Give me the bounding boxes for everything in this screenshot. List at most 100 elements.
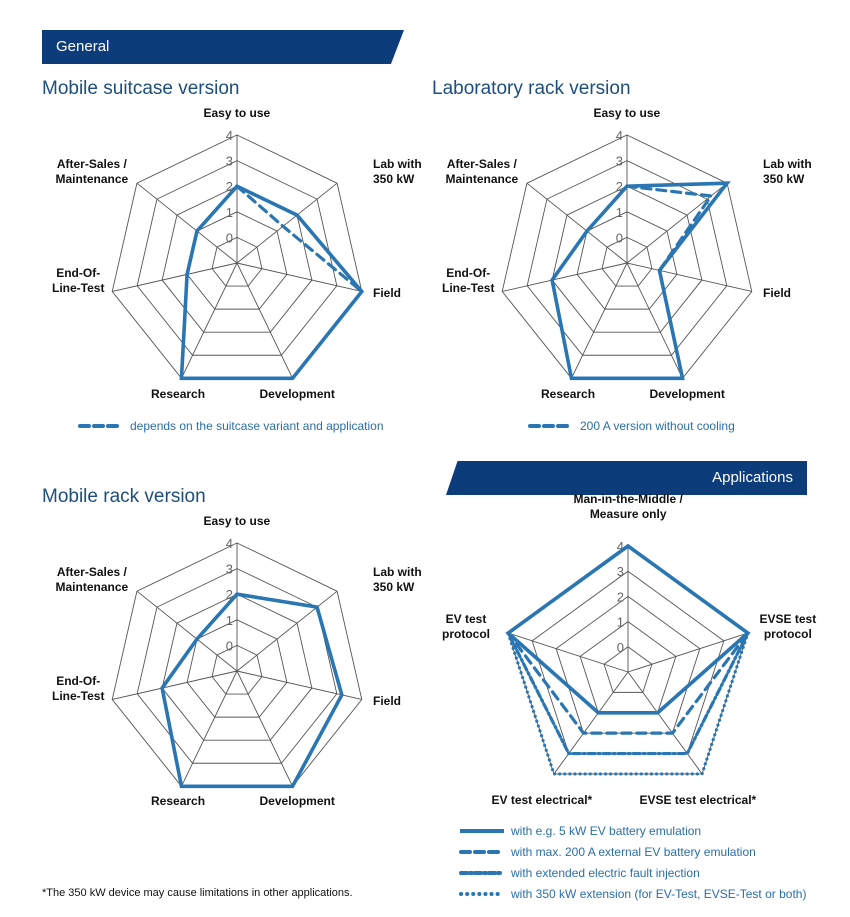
grid-spoke [181,262,238,379]
axis-label-line: EV test electrical* [491,792,593,807]
tick-label: 3 [226,562,233,577]
series-solid-line [160,592,344,789]
grid-spoke [236,670,293,787]
applications-banner: Applications [446,461,807,495]
chart-title-mobile-rack: Mobile rack version [42,486,206,507]
axis-label: Easy to use [204,514,271,529]
axis-label-line: Lab with [763,157,812,171]
tick-label: 2 [226,587,233,602]
grid-spoke [136,182,238,264]
axis-label-line: Easy to use [203,105,271,120]
chart-title-laboratory-rack: Laboratory rack version [432,78,631,99]
grid-ring [211,236,263,287]
axis-label: EV test electrical* [492,793,593,808]
axis-label: Field [763,286,791,301]
tick-label: 1 [616,205,623,220]
grid-ring [576,211,678,310]
axis-label: Lab with 350 kW [373,157,422,187]
axis-label-line: End-Of- [446,266,491,280]
axis-label: Man-in-the-Middle / Measure only [574,492,683,522]
legend-label: with extended electric fault injection [511,866,700,880]
grid-ring [603,646,653,693]
axis-label-line: Maintenance [55,580,129,594]
legend-solid-line-icon [460,829,504,833]
legend-dashed-line-icon [78,424,124,428]
axis-label: After-Sales / Maintenance [56,157,129,187]
axis-label-line: End-Of- [56,674,101,688]
tick-label: 0 [617,640,624,655]
grid-ring [211,644,263,695]
grid-spoke [553,671,629,775]
axis-label-line: protocol [442,627,490,641]
axis-label-line: Measure only [589,507,667,521]
axis-label: Field [373,694,401,709]
axis-label-line: Field [373,693,402,708]
tick-label: 1 [617,615,624,630]
grid-spoke [526,182,628,264]
series-solid-line [550,181,731,381]
legend-label: with 350 kW extension (for EV-Test, EVSE… [511,887,807,901]
tick-label: 2 [617,589,624,604]
footnote: *The 350 kW device may cause limitations… [42,887,353,899]
legend-label: with max. 200 A external EV battery emul… [511,845,756,859]
grid-spoke [236,182,338,264]
grid-ring [526,160,728,356]
grid-spoke [112,670,238,700]
axis-label-line: Maintenance [55,172,129,186]
grid-spoke [627,632,748,673]
axis-label-line: End-Of- [56,266,101,280]
axis-label: Easy to use [594,106,661,121]
axis-label: End-Of- Line-Test [52,266,104,296]
axis-label-line: Lab with [373,565,422,579]
axis-label-line: After-Sales / [446,157,517,171]
grid-spoke [236,262,293,379]
axis-label-line: Research [541,386,596,401]
axis-label-line: Easy to use [203,513,271,528]
axis-label: Easy to use [204,106,271,121]
axis-label: EVSE test electrical* [640,793,757,808]
tick-label: 3 [226,154,233,169]
tick-label: 0 [616,230,623,245]
radar-chart-2: 0 1 2 3 4 [111,536,363,789]
grid-spoke [627,671,703,775]
tick-label: 2 [616,179,623,194]
tick-label: 2 [226,179,233,194]
tick-label: 3 [616,154,623,169]
grid-spoke [626,262,683,379]
axis-label-line: Line-Test [442,281,495,295]
series-dashed-line [235,184,364,294]
axis-label: After-Sales / Maintenance [446,157,519,187]
axis-label: Development [650,387,725,402]
legend-suitcase: depends on the suitcase variant and appl… [78,419,384,433]
grid-spoke [502,262,628,292]
grid-spoke [571,262,628,379]
axis-label-line: After-Sales / [56,157,127,171]
axis-label-line: Man-in-the-Middle / [573,492,683,506]
legend-dashdot-line-icon [459,871,505,875]
axis-label-line: Line-Test [52,281,105,295]
legend-label: 200 A version without cooling [580,419,735,433]
grid-spoke [626,262,752,292]
legend-lab-rack: 200 A version without cooling [528,419,735,433]
legend-applications-solid: with e.g. 5 kW EV battery emulation [459,824,701,838]
axis-label-line: Lab with [373,157,422,171]
tick-label: 4 [616,128,623,143]
grid-spoke [112,262,238,292]
series-solid-line [179,183,365,381]
legend-applications-dashdot: with extended electric fault injection [459,866,700,880]
grid-ring [136,160,338,356]
axis-label-line: Development [649,386,725,401]
axis-label: Research [541,387,595,402]
grid-ring [161,593,313,741]
axis-label-line: Development [259,793,335,808]
grid-spoke [181,670,238,787]
tick-label: 1 [226,613,233,628]
tick-label: 0 [226,638,233,653]
grid-spoke [236,262,362,292]
axis-label-line: Field [763,285,792,300]
grid-spoke [508,632,629,673]
legend-dashed-line-icon [459,850,505,854]
legend-applications-dashed: with max. 200 A external EV battery emul… [459,845,756,859]
axis-label-line: protocol [763,627,812,641]
